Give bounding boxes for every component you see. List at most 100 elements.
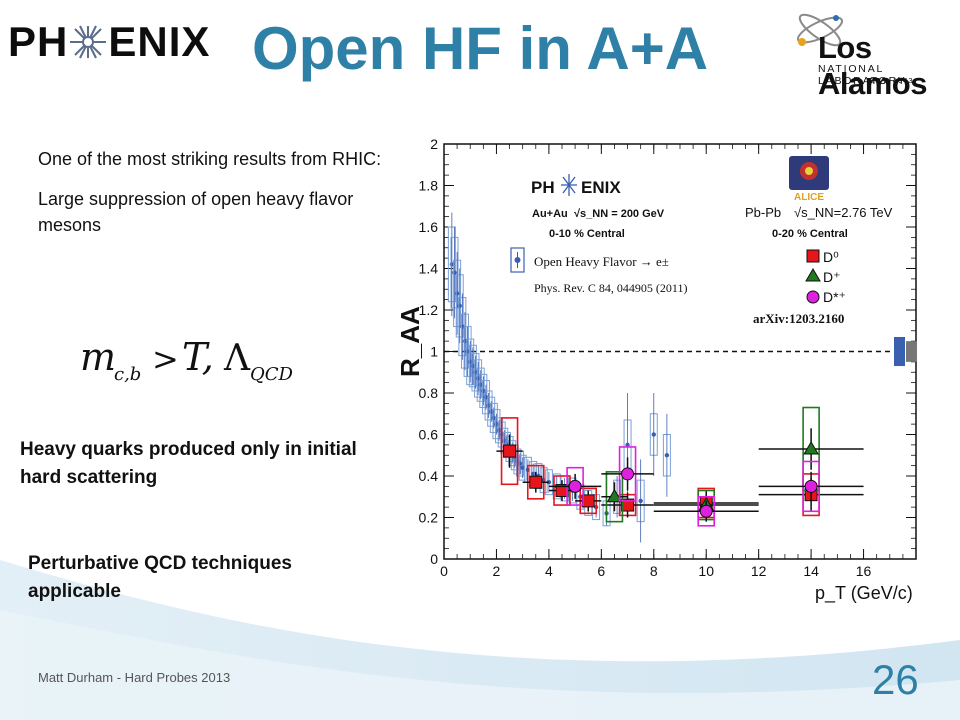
raa-chart: 0 2 4 6 8 10 12 14 16 0 0.2 0.4 0.6 0.8 1 1.2 1.4 1.6 1.8 2… [395,136,917,604]
phenix-sys-box [518,454,527,481]
alice-legend-dstar-marker [806,290,820,304]
alice-legend-d0-label: D⁰ [823,249,839,265]
point-hard-scattering: Heavy quarks produced only in initial ha… [20,439,357,488]
y-axis-label: R_AA [395,306,425,377]
svg-text:c,b: c,b [114,364,141,385]
y-tick-label: 1 [430,344,438,360]
x-tick-label: 16 [856,563,872,579]
alice-d0-point [555,484,569,498]
phenix-point [664,453,670,458]
y-tick-label: 1.4 [419,261,439,277]
y-tick-label: 0.8 [419,385,439,401]
alice-d0-point [581,494,595,508]
phenix-legend-marker [514,257,521,263]
y-tick-label: 1.8 [419,178,439,194]
alice-legend-dplus-marker [805,268,821,282]
alice-legend-dstar-label: D*⁺ [823,289,846,305]
norm-box [894,336,905,367]
phenix-sys-box [495,417,504,444]
alice-d0-point [621,498,635,512]
phenix-logo-left: PH [8,18,69,65]
svg-text:m: m [80,335,116,379]
alice-logo-icon [789,156,829,190]
y-tick-label: 1.6 [419,219,439,235]
phenix-point [638,498,643,504]
phenix-point [530,471,536,477]
svg-text:QCD: QCD [250,364,294,385]
alice-energy: √s_NN=2.76 TeV [794,205,893,220]
phenix-logo: PH ENIX [8,18,210,66]
phenix-reference: Phys. Rev. C 84, 044905 (2011) [534,281,687,295]
phenix-point [546,480,552,485]
x-axis-label: p_T (GeV/c) [815,583,913,604]
phenix-point [625,442,630,448]
svg-text:Λ: Λ [223,338,251,379]
alice-logo-label: ALICE [794,192,824,203]
alice-dstar-point [568,479,582,493]
phenix-centrality: 0-10 % Central [549,228,625,240]
alice-dstar-point [699,504,713,518]
x-tick-label: 10 [698,563,714,579]
phenix-legend-box [510,247,525,273]
chart-phenix-star-icon [561,174,577,196]
intro-text: One of the most striking results from RH… [38,146,398,252]
phenix-series-label: Open Heavy Flavor → e± [534,254,669,269]
chart-phenix-logo-left: PH [531,178,555,197]
x-tick-label: 2 [493,563,501,579]
intro-line-1: One of the most striking results from RH… [38,149,382,169]
phenix-sys-box [474,359,483,398]
phenix-sys-box [471,353,480,392]
phenix-point [452,270,457,275]
svg-text:>: > [152,340,179,378]
alice-system: Pb-Pb [745,205,781,220]
lanl-est: EST. 1943 [870,76,914,85]
alice-dstar-point [621,467,635,481]
phenix-point [457,303,462,309]
phenix-point [520,465,525,470]
x-tick-label: 14 [803,563,819,579]
alice-reference: arXiv:1203.2160 [753,311,844,326]
phenix-sys-box [484,390,493,421]
svg-text:T,: T, [182,335,214,379]
phenix-sys-box [492,409,501,440]
x-tick-label: 4 [545,563,553,579]
x-tick-label: 8 [650,563,658,579]
alice-centrality: 0-20 % Central [772,228,848,240]
lanl-atom-icon [796,13,844,47]
slide-title: Open HF in A+A [251,15,709,82]
y-tick-label: 0.6 [419,427,439,443]
alice-d0-point [529,475,543,489]
y-tick-label: 2 [430,136,438,152]
phenix-point [454,291,460,296]
page-number: 26 [872,656,919,703]
mass-scale-formula: m c,b > T, Λ QCD [80,335,294,385]
alice-dplus-point [803,441,819,455]
x-tick-label: 6 [597,563,605,579]
phenix-system: Au+Au [532,208,568,220]
x-tick-label: 0 [440,563,448,579]
alice-legend-d0-marker [806,249,820,263]
y-tick-label: 0.4 [419,468,439,484]
raa-chart-panel: 0 2 4 6 8 10 12 14 16 0 0.2 0.4 0.6 0.8 1 1.2 1.4 1.6 1.8 2… [389,122,960,604]
phenix-logo-right: ENIX [108,18,211,65]
alice-legend-dplus-label: D⁺ [823,269,841,285]
chart-phenix-logo-right: ENIX [581,178,621,197]
phenix-point [517,461,523,466]
alice-d0-point [503,444,517,458]
phenix-point [651,432,656,437]
y-tick-label: 0.2 [419,510,439,526]
alice-dplus-point [606,488,623,503]
intro-line-2: Large suppression of open heavy flavor m… [38,189,354,235]
x-tick-label: 12 [751,563,767,579]
y-tick-label: 1.2 [419,302,439,318]
phenix-star-icon [70,25,107,59]
point-pqcd: Perturbative QCD techniques applicable [28,553,292,602]
y-tick-label: 0 [430,551,438,567]
phenix-sys-box [487,396,496,427]
alice-dstar-point [804,479,818,493]
phenix-sys-box [466,338,475,386]
phenix-sys-box [468,344,477,388]
norm-box [906,341,917,362]
phenix-energy: √s_NN = 200 GeV [574,208,665,220]
lanl-name: Los Alamos [818,30,927,101]
